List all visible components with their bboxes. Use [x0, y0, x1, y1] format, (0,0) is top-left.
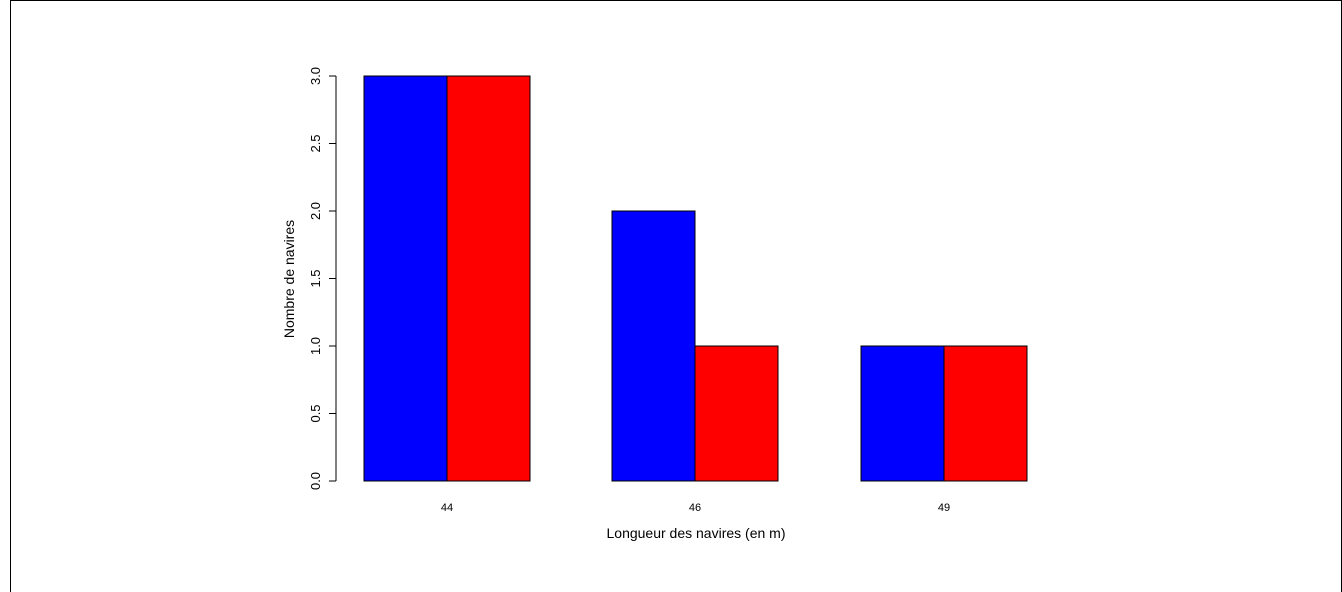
x-tick-label: 49 — [938, 502, 950, 514]
bar-46-series-2 — [694, 345, 779, 482]
bars-group — [363, 75, 1028, 482]
y-tick-label: 2.0 — [308, 202, 323, 220]
y-tick-label: 2.5 — [308, 134, 323, 152]
y-tick-label: 1.0 — [308, 337, 323, 355]
x-axis: 44 46 49 — [441, 502, 950, 514]
y-tick-label: 0.5 — [308, 404, 323, 422]
x-tick-label: 44 — [441, 502, 453, 514]
bar-49-series-2 — [943, 345, 1028, 482]
bar-44-series-1 — [363, 75, 448, 482]
y-tick-label: 0.0 — [308, 472, 323, 490]
y-tick-label: 1.5 — [308, 269, 323, 287]
y-axis: 0.0 0.5 1.0 1.5 2.0 2.5 3.0 — [308, 67, 337, 490]
x-tick-label: 46 — [689, 502, 701, 514]
y-tick-label: 3.0 — [308, 67, 323, 85]
bar-44-series-2 — [446, 75, 531, 482]
x-axis-label: Longueur des navires (en m) — [607, 525, 786, 541]
y-axis-label: Nombre de navires — [281, 220, 297, 338]
bar-49-series-1 — [860, 345, 945, 482]
bar-46-series-1 — [611, 210, 696, 482]
